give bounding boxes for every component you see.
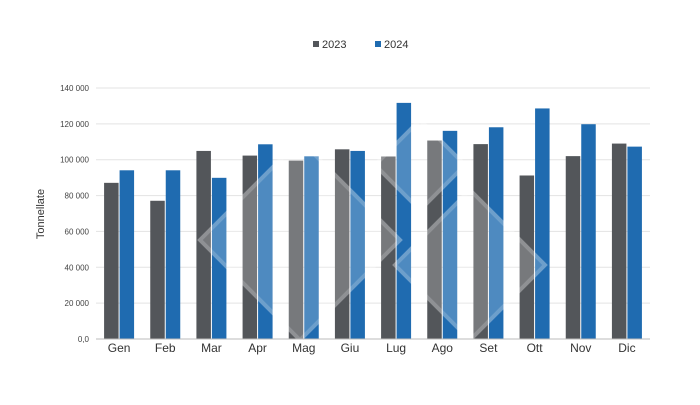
x-tick-label: Feb <box>155 341 176 355</box>
x-tick-label: Mar <box>201 341 222 355</box>
bar-2023-Ott <box>519 175 535 339</box>
bar-2023-Giu <box>334 149 350 339</box>
bar-2023-Set <box>473 144 488 339</box>
legend-label: 2024 <box>384 39 408 51</box>
legend-swatch-2023 <box>313 41 319 47</box>
y-tick-label: 100 000 <box>60 156 89 165</box>
bar-2024-Gen <box>119 170 135 339</box>
x-tick-label: Ott <box>527 341 544 355</box>
y-axis-ticks: 0,0 20 000 40 000 60 000 80 000 100 000 120 00… <box>60 84 89 344</box>
bar-2023-Nov <box>565 156 581 339</box>
bar-2024-Dic <box>627 146 642 339</box>
x-tick-label: Dic <box>618 341 635 355</box>
x-tick-label: Ago <box>432 341 454 355</box>
x-tick-label: Mag <box>292 341 315 355</box>
x-tick-label: Set <box>479 341 498 355</box>
bar-2024-Set <box>488 127 504 339</box>
bar-2024-Ago <box>442 130 458 339</box>
x-tick-label: Lug <box>386 341 406 355</box>
legend-swatch-2024 <box>375 41 381 47</box>
legend-label: 2023 <box>322 39 346 51</box>
x-tick-label: Apr <box>248 341 267 355</box>
y-tick-label: 120 000 <box>60 120 89 129</box>
x-tick-label: Nov <box>570 341 591 355</box>
bars <box>104 102 642 340</box>
bar-2023-Lug <box>381 156 396 339</box>
watermark-diamond <box>392 187 548 343</box>
bar-2024-Giu <box>350 150 365 339</box>
bar-2024-Feb <box>165 170 181 339</box>
bar-2023-Apr <box>242 155 258 339</box>
bar-2023-Mag <box>288 160 304 339</box>
gridlines <box>96 87 650 304</box>
watermark-logo <box>197 117 548 343</box>
bar-2023-Gen <box>104 182 119 339</box>
y-tick-label: 0,0 <box>78 335 90 344</box>
bar-2024-Nov <box>581 124 596 339</box>
bar-2023-Feb <box>150 200 165 339</box>
y-tick-label: 40 000 <box>65 263 90 272</box>
bar-2024-Mag <box>304 156 319 339</box>
y-tick-label: 80 000 <box>65 192 90 201</box>
bar-2024-Lug <box>396 102 412 340</box>
watermark-diamond <box>197 137 403 343</box>
bar-2023-Dic <box>611 143 627 339</box>
legend: 2023 2024 <box>313 39 408 51</box>
bar-2024-Mar <box>211 177 227 339</box>
watermark-diamond <box>372 117 468 213</box>
y-tick-label: 20 000 <box>65 299 90 308</box>
x-axis-ticks: Gen Feb Mar Apr Mag Giu Lug Ago Set Ott Nov Dic <box>108 341 636 355</box>
bar-2023-Ago <box>427 140 442 339</box>
bar-2023-Mar <box>196 150 211 339</box>
x-tick-label: Gen <box>108 341 131 355</box>
y-tick-label: 140 000 <box>60 84 89 93</box>
x-tick-label: Giu <box>341 341 360 355</box>
bar-2024-Apr <box>258 144 273 339</box>
y-tick-label: 60 000 <box>65 227 90 236</box>
y-axis-label: Tonnellate <box>35 189 47 239</box>
bar-2024-Ott <box>535 108 550 339</box>
